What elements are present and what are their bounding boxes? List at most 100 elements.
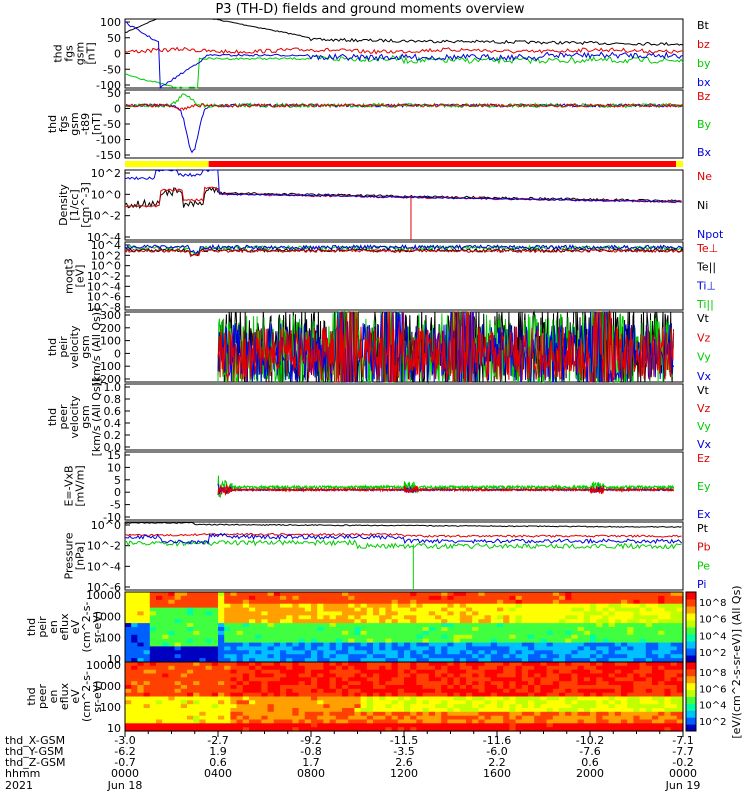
spectrogram-cell: [546, 696, 554, 701]
spectrogram-cell: [149, 692, 157, 698]
spectrogram-cell: [639, 619, 647, 624]
spectrogram-cell: [187, 673, 194, 678]
spectrogram-cell: [466, 711, 473, 717]
spectrogram-cell: [168, 696, 176, 701]
spectrogram-cell: [187, 704, 194, 709]
spectrogram-cell: [459, 681, 467, 686]
spectrogram-cell: [490, 599, 498, 605]
y-axis-label: velocity: [68, 325, 81, 368]
y-axis-label: thd: [25, 618, 38, 636]
spectrogram-cell: [509, 611, 517, 616]
spectrogram-cell: [670, 611, 678, 616]
spectrogram-cell: [521, 677, 529, 682]
spectrogram-cell: [373, 611, 380, 616]
spectrogram-cell: [242, 696, 250, 701]
spectrogram-cell: [534, 723, 541, 728]
spectrogram-cell: [249, 665, 256, 671]
spectrogram-cell: [273, 681, 281, 686]
spectrogram-cell: [608, 727, 616, 732]
spectrogram-cell: [311, 607, 318, 613]
spectrogram-cell: [633, 630, 641, 636]
spectrogram-cell: [304, 627, 312, 632]
spectrogram-cell: [218, 592, 225, 597]
spectrogram-cell: [490, 623, 498, 628]
spectrogram-cell: [571, 711, 579, 717]
spectrogram-cell: [552, 692, 560, 698]
spectrogram-cell: [590, 607, 597, 613]
y-axis-label: thd: [46, 338, 59, 356]
spectrogram-cell: [391, 654, 399, 659]
spectrogram-cell: [292, 704, 300, 709]
spectrogram-cell: [292, 599, 300, 605]
spectrogram-cell: [472, 627, 479, 632]
spectrogram-cell: [410, 715, 417, 721]
spectrogram-cell: [366, 692, 374, 698]
spectrogram-cell: [497, 662, 504, 667]
spectrogram-cell: [261, 603, 269, 609]
spectrogram-cell: [466, 669, 473, 675]
spectrogram-cell: [249, 607, 256, 613]
spectrogram-cell: [652, 665, 659, 671]
spectrogram-cell: [273, 665, 281, 671]
spectrogram-cell: [404, 719, 411, 724]
spectrogram-cell: [242, 642, 250, 648]
spectrogram-cell: [373, 673, 380, 678]
spectrogram-cell: [224, 719, 231, 724]
spectrogram-cell: [565, 685, 572, 690]
spectrogram-cell: [379, 665, 386, 671]
spectrogram-cell: [286, 708, 293, 713]
spectrogram-cell: [571, 662, 579, 667]
spectrogram-cell: [174, 719, 182, 724]
spectrogram-cell: [218, 704, 225, 709]
spectrogram-cell: [373, 642, 380, 648]
spectrogram-cell: [534, 673, 541, 678]
spectrogram-cell: [670, 658, 678, 663]
spectrogram-cell: [608, 704, 616, 709]
spectrogram-cell: [497, 619, 504, 624]
spectrogram-cell: [645, 704, 653, 709]
spectrogram-cell: [422, 673, 430, 678]
spectrogram-cell: [466, 615, 473, 620]
spectrogram-cell: [162, 677, 169, 682]
spectrogram-cell: [292, 715, 300, 721]
spectrogram-cell: [416, 599, 424, 605]
y-tick-label: 1000: [93, 680, 121, 693]
spectrogram-cell: [416, 727, 424, 732]
spectrogram-cell: [459, 719, 467, 724]
spectrogram-cell: [503, 654, 510, 659]
spectrogram-cell: [441, 704, 448, 709]
spectrogram-cell: [236, 685, 244, 690]
spectrogram-cell: [577, 669, 585, 675]
spectrogram-cell: [627, 711, 634, 717]
spectrogram-cell: [304, 623, 312, 628]
spectrogram-cell: [639, 654, 647, 659]
spectrogram-cell: [397, 599, 405, 605]
spectrogram-cell: [360, 592, 368, 597]
spectrogram-cell: [453, 658, 461, 663]
spectrogram-cell: [608, 599, 616, 605]
spectrogram-cell: [267, 711, 275, 717]
spectrogram-cell: [478, 723, 486, 728]
spectrogram-cell: [466, 692, 473, 698]
spectrogram-cell: [602, 727, 610, 732]
spectrogram-cell: [397, 708, 405, 713]
spectrogram-cell: [230, 658, 238, 663]
spectrogram-cell: [218, 692, 225, 698]
spectrogram-cell: [180, 708, 188, 713]
spectrogram-cell: [187, 665, 194, 671]
colorbar-tick-label: 10^4: [699, 631, 726, 642]
spectrogram-cell: [211, 673, 219, 678]
spectrogram-cell: [156, 715, 163, 721]
spectrogram-cell: [608, 669, 616, 675]
spectrogram-cell: [193, 711, 200, 717]
spectrogram-cell: [453, 681, 461, 686]
spectrogram-cell: [546, 662, 554, 667]
spectrogram-cell: [515, 673, 523, 678]
spectrogram-cell: [397, 607, 405, 613]
spectrogram-cell: [156, 719, 163, 724]
spectrogram-cell: [534, 646, 541, 651]
spectrogram-cell: [453, 669, 461, 675]
spectrogram-cell: [205, 708, 213, 713]
spectrogram-cell: [366, 615, 374, 620]
spectrogram-cell: [348, 634, 355, 640]
